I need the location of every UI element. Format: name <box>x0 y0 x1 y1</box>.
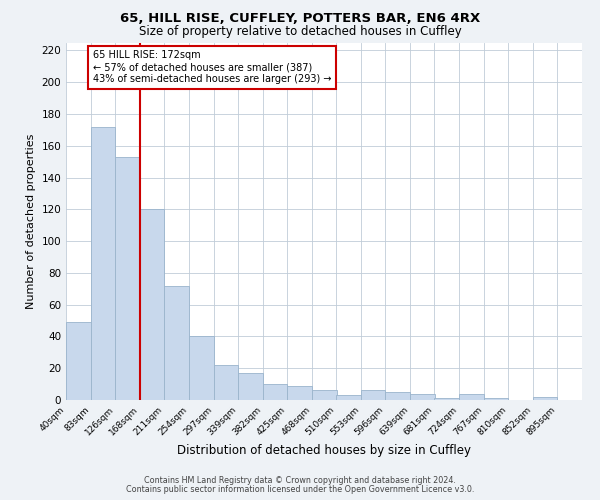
Bar <box>189 336 214 400</box>
Bar <box>484 398 508 400</box>
Bar <box>459 394 484 400</box>
Bar <box>287 386 312 400</box>
Bar <box>91 126 115 400</box>
Bar <box>336 395 361 400</box>
Bar <box>115 157 140 400</box>
Bar <box>164 286 189 400</box>
Bar <box>238 373 263 400</box>
Text: 65, HILL RISE, CUFFLEY, POTTERS BAR, EN6 4RX: 65, HILL RISE, CUFFLEY, POTTERS BAR, EN6… <box>120 12 480 26</box>
Bar <box>312 390 337 400</box>
Bar <box>410 394 435 400</box>
Text: Size of property relative to detached houses in Cuffley: Size of property relative to detached ho… <box>139 25 461 38</box>
Bar <box>214 365 238 400</box>
Text: Contains HM Land Registry data © Crown copyright and database right 2024.: Contains HM Land Registry data © Crown c… <box>144 476 456 485</box>
Bar <box>533 397 557 400</box>
Bar <box>385 392 410 400</box>
X-axis label: Distribution of detached houses by size in Cuffley: Distribution of detached houses by size … <box>177 444 471 457</box>
Y-axis label: Number of detached properties: Number of detached properties <box>26 134 36 309</box>
Bar <box>434 398 459 400</box>
Bar <box>361 390 385 400</box>
Bar <box>140 210 164 400</box>
Text: Contains public sector information licensed under the Open Government Licence v3: Contains public sector information licen… <box>126 485 474 494</box>
Bar <box>263 384 287 400</box>
Bar <box>66 322 91 400</box>
Text: 65 HILL RISE: 172sqm
← 57% of detached houses are smaller (387)
43% of semi-deta: 65 HILL RISE: 172sqm ← 57% of detached h… <box>93 50 332 84</box>
